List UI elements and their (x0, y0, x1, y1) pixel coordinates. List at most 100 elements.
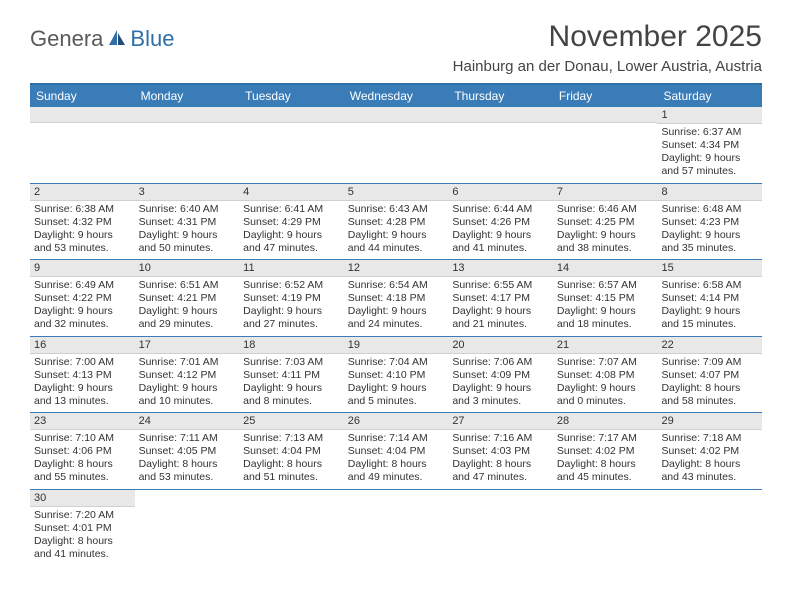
sunrise-text: Sunrise: 6:52 AM (243, 279, 340, 292)
empty-day-number (239, 107, 344, 123)
weekday-header: Thursday (448, 85, 553, 107)
daylight-text: Daylight: 9 hours and 15 minutes. (661, 305, 758, 331)
daylight-text: Daylight: 8 hours and 45 minutes. (557, 458, 654, 484)
sunrise-text: Sunrise: 7:00 AM (34, 356, 131, 369)
daylight-text: Daylight: 9 hours and 32 minutes. (34, 305, 131, 331)
sunset-text: Sunset: 4:02 PM (661, 445, 758, 458)
day-cell (344, 107, 449, 183)
sunrise-text: Sunrise: 7:10 AM (34, 432, 131, 445)
week-row: 16 Sunrise: 7:00 AMSunset: 4:13 PM Dayligh… (30, 337, 762, 414)
sunset-text: Sunset: 4:28 PM (348, 216, 445, 229)
daylight-text: Daylight: 9 hours and 57 minutes. (661, 152, 758, 178)
sunrise-text: Sunrise: 7:16 AM (452, 432, 549, 445)
day-number: 24 (135, 413, 240, 430)
day-cell (344, 490, 449, 566)
sunrise-text: Sunrise: 7:18 AM (661, 432, 758, 445)
daylight-text: Daylight: 9 hours and 10 minutes. (139, 382, 236, 408)
weekday-header-row: SundayMondayTuesdayWednesdayThursdayFrid… (30, 85, 762, 107)
day-body: Sunrise: 6:43 AMSunset: 4:28 PMDaylight:… (344, 201, 449, 260)
day-number: 19 (344, 337, 449, 354)
day-body: Sunrise: 7:14 AMSunset: 4:04 PMDaylight:… (344, 430, 449, 489)
day-number: 29 (657, 413, 762, 430)
page-title: November 2025 (453, 20, 762, 54)
daylight-text: Daylight: 9 hours and 0 minutes. (557, 382, 654, 408)
logo-text-general: Genera (30, 26, 103, 52)
sunrise-text: Sunrise: 6:55 AM (452, 279, 549, 292)
sunrise-text: Sunrise: 6:37 AM (661, 126, 758, 139)
day-number: 15 (657, 260, 762, 277)
sunrise-text: Sunrise: 6:54 AM (348, 279, 445, 292)
day-body: Sunrise: 6:49 AMSunset: 4:22 PMDaylight:… (30, 277, 135, 336)
daylight-text: Daylight: 8 hours and 51 minutes. (243, 458, 340, 484)
week-row: 2Sunrise: 6:38 AMSunset: 4:32 PMDaylight… (30, 184, 762, 261)
sunset-text: Sunset: 4:11 PM (243, 369, 340, 382)
day-cell (135, 107, 240, 183)
day-number: 3 (135, 184, 240, 201)
day-number: 13 (448, 260, 553, 277)
day-cell: 11Sunrise: 6:52 AMSunset: 4:19 PMDayligh… (239, 260, 344, 336)
day-cell: 25Sunrise: 7:13 AMSunset: 4:04 PMDayligh… (239, 413, 344, 489)
weekday-header: Wednesday (344, 85, 449, 107)
sunrise-text: Sunrise: 7:14 AM (348, 432, 445, 445)
daylight-text: Daylight: 9 hours and 41 minutes. (452, 229, 549, 255)
sunrise-text: Sunrise: 6:58 AM (661, 279, 758, 292)
day-body: Sunrise: 6:46 AMSunset: 4:25 PMDaylight:… (553, 201, 658, 260)
weekday-header: Saturday (657, 85, 762, 107)
day-body: Sunrise: 6:48 AMSunset: 4:23 PMDaylight:… (657, 201, 762, 260)
day-cell: 21Sunrise: 7:07 AMSunset: 4:08 PMDayligh… (553, 337, 658, 413)
day-cell: 5Sunrise: 6:43 AMSunset: 4:28 PMDaylight… (344, 184, 449, 260)
day-number: 7 (553, 184, 658, 201)
day-cell: 17Sunrise: 7:01 AMSunset: 4:12 PMDayligh… (135, 337, 240, 413)
day-cell: 24Sunrise: 7:11 AMSunset: 4:05 PMDayligh… (135, 413, 240, 489)
location-subtitle: Hainburg an der Donau, Lower Austria, Au… (453, 58, 762, 75)
day-cell: 28Sunrise: 7:17 AMSunset: 4:02 PMDayligh… (553, 413, 658, 489)
day-cell (30, 107, 135, 183)
day-number: 30 (30, 490, 135, 507)
day-body: Sunrise: 6:41 AMSunset: 4:29 PMDaylight:… (239, 201, 344, 260)
sunset-text: Sunset: 4:32 PM (34, 216, 131, 229)
day-cell: 27Sunrise: 7:16 AMSunset: 4:03 PMDayligh… (448, 413, 553, 489)
day-number: 12 (344, 260, 449, 277)
daylight-text: Daylight: 8 hours and 53 minutes. (139, 458, 236, 484)
day-cell: 8Sunrise: 6:48 AMSunset: 4:23 PMDaylight… (657, 184, 762, 260)
logo-sail-icon (107, 28, 127, 51)
logo: Genera Blue (30, 26, 174, 52)
day-number: 21 (553, 337, 658, 354)
day-body: Sunrise: 6:44 AMSunset: 4:26 PMDaylight:… (448, 201, 553, 260)
day-body: Sunrise: 7:09 AMSunset: 4:07 PMDaylight:… (657, 354, 762, 413)
daylight-text: Daylight: 8 hours and 47 minutes. (452, 458, 549, 484)
day-number: 25 (239, 413, 344, 430)
day-cell: 20Sunrise: 7:06 AMSunset: 4:09 PMDayligh… (448, 337, 553, 413)
sunrise-text: Sunrise: 6:48 AM (661, 203, 758, 216)
sunrise-text: Sunrise: 6:46 AM (557, 203, 654, 216)
day-body: Sunrise: 6:38 AMSunset: 4:32 PMDaylight:… (30, 201, 135, 260)
day-cell: 19Sunrise: 7:04 AMSunset: 4:10 PMDayligh… (344, 337, 449, 413)
daylight-text: Daylight: 8 hours and 55 minutes. (34, 458, 131, 484)
sunset-text: Sunset: 4:18 PM (348, 292, 445, 305)
sunset-text: Sunset: 4:09 PM (452, 369, 549, 382)
day-number: 22 (657, 337, 762, 354)
daylight-text: Daylight: 9 hours and 38 minutes. (557, 229, 654, 255)
sunset-text: Sunset: 4:15 PM (557, 292, 654, 305)
sunrise-text: Sunrise: 7:01 AM (139, 356, 236, 369)
day-number: 28 (553, 413, 658, 430)
day-body: Sunrise: 7:03 AMSunset: 4:11 PMDaylight:… (239, 354, 344, 413)
sunset-text: Sunset: 4:22 PM (34, 292, 131, 305)
day-cell: 16Sunrise: 7:00 AMSunset: 4:13 PMDayligh… (30, 337, 135, 413)
day-number: 10 (135, 260, 240, 277)
sunrise-text: Sunrise: 7:09 AM (661, 356, 758, 369)
day-number: 16 (30, 337, 135, 354)
day-number: 5 (344, 184, 449, 201)
day-cell: 4Sunrise: 6:41 AMSunset: 4:29 PMDaylight… (239, 184, 344, 260)
daylight-text: Daylight: 8 hours and 49 minutes. (348, 458, 445, 484)
daylight-text: Daylight: 9 hours and 53 minutes. (34, 229, 131, 255)
day-cell: 3Sunrise: 6:40 AMSunset: 4:31 PMDaylight… (135, 184, 240, 260)
day-body: Sunrise: 7:20 AMSunset: 4:01 PMDaylight:… (30, 507, 135, 566)
day-cell (448, 107, 553, 183)
sunrise-text: Sunrise: 6:41 AM (243, 203, 340, 216)
weekday-header: Monday (135, 85, 240, 107)
sunset-text: Sunset: 4:13 PM (34, 369, 131, 382)
day-body: Sunrise: 7:04 AMSunset: 4:10 PMDaylight:… (344, 354, 449, 413)
day-cell: 9Sunrise: 6:49 AMSunset: 4:22 PMDaylight… (30, 260, 135, 336)
daylight-text: Daylight: 9 hours and 47 minutes. (243, 229, 340, 255)
